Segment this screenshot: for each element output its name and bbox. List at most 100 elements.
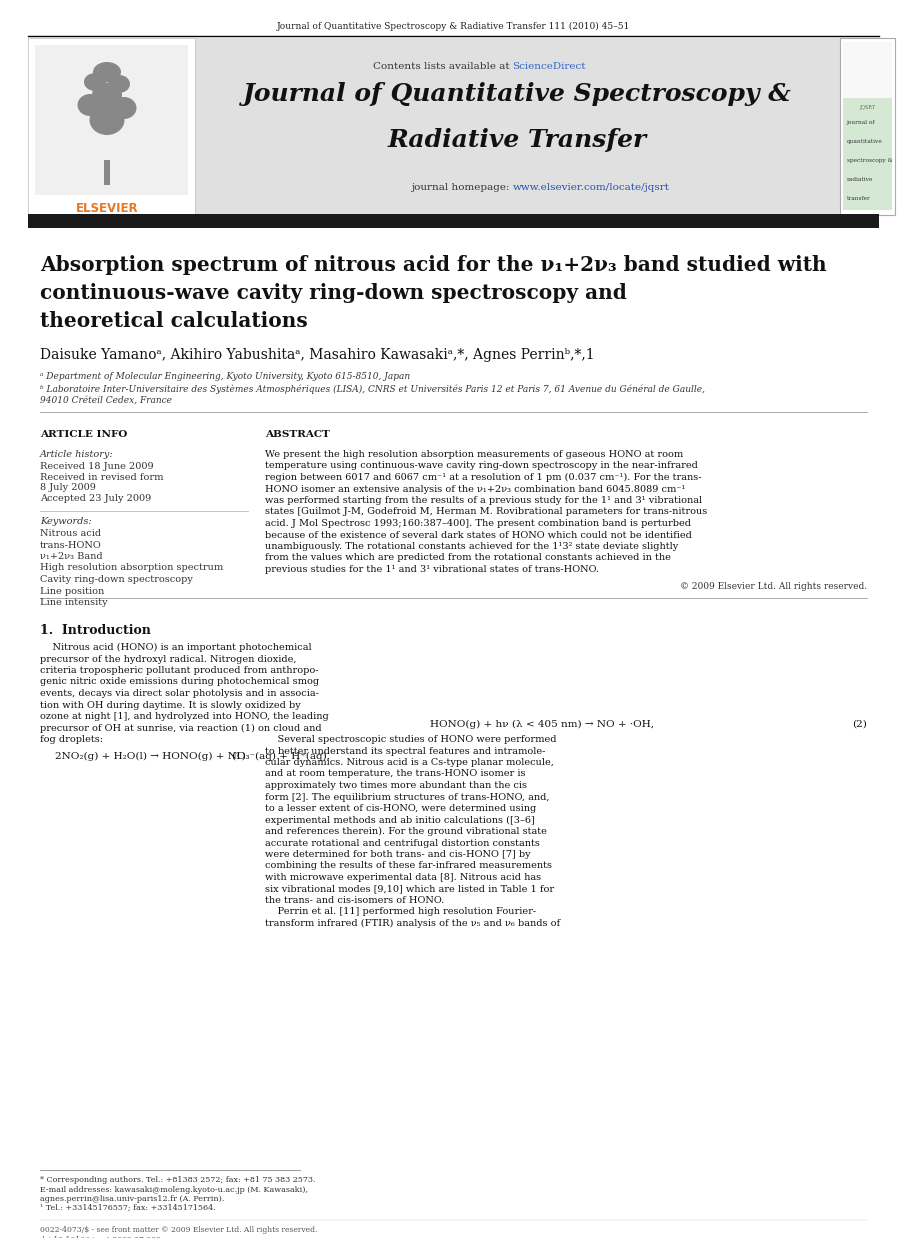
Text: Radiative Transfer: Radiative Transfer	[388, 128, 647, 152]
Text: 0022-4073/$ - see front matter © 2009 Elsevier Ltd. All rights reserved.: 0022-4073/$ - see front matter © 2009 El…	[40, 1226, 317, 1234]
Text: genic nitric oxide emissions during photochemical smog: genic nitric oxide emissions during phot…	[40, 677, 319, 687]
Text: trans-HONO: trans-HONO	[40, 541, 102, 550]
Text: events, decays via direct solar photolysis and in associa-: events, decays via direct solar photolys…	[40, 690, 319, 698]
Text: 2NO₂(g) + H₂O(l) → HONO(g) + NO₃⁻(aq) + H⁺(aq),: 2NO₂(g) + H₂O(l) → HONO(g) + NO₃⁻(aq) + …	[55, 751, 330, 761]
Text: spectroscopy &: spectroscopy &	[847, 158, 892, 163]
Text: quantitative: quantitative	[847, 139, 883, 144]
Text: and references therein). For the ground vibrational state: and references therein). For the ground …	[265, 827, 547, 836]
Text: fog droplets:: fog droplets:	[40, 735, 103, 744]
Text: Absorption spectrum of nitrous acid for the ν₁+2ν₃ band studied with: Absorption spectrum of nitrous acid for …	[40, 255, 826, 275]
Text: JQSRT: JQSRT	[859, 105, 875, 110]
Text: combining the results of these far-infrared measurements: combining the results of these far-infra…	[265, 862, 552, 870]
Text: Line intensity: Line intensity	[40, 598, 108, 607]
Bar	[195, 38, 840, 215]
Text: Cavity ring-down spectroscopy: Cavity ring-down spectroscopy	[40, 574, 193, 584]
Text: radiative: radiative	[847, 177, 873, 182]
Bar	[28, 214, 879, 228]
Text: 8 July 2009: 8 July 2009	[40, 483, 96, 491]
Text: Line position: Line position	[40, 587, 104, 595]
Text: © 2009 Elsevier Ltd. All rights reserved.: © 2009 Elsevier Ltd. All rights reserved…	[680, 582, 867, 591]
Text: were determined for both trans- and cis-HONO [7] by: were determined for both trans- and cis-…	[265, 851, 531, 859]
Text: 1.  Introduction: 1. Introduction	[40, 624, 151, 638]
Text: region between 6017 and 6067 cm⁻¹ at a resolution of 1 pm (0.037 cm⁻¹). For the : region between 6017 and 6067 cm⁻¹ at a r…	[265, 473, 701, 482]
Ellipse shape	[84, 73, 106, 92]
Text: ᵇ Laboratoire Inter-Universitaire des Systèmes Atmosphériques (LISA), CNRS et Un: ᵇ Laboratoire Inter-Universitaire des Sy…	[40, 385, 705, 395]
Bar	[35, 45, 188, 196]
Text: ABSTRACT: ABSTRACT	[265, 430, 330, 439]
Text: Contents lists available at: Contents lists available at	[373, 62, 512, 71]
Text: Journal of Quantitative Spectroscopy & Radiative Transfer 111 (2010) 45–51: Journal of Quantitative Spectroscopy & R…	[277, 22, 630, 31]
Ellipse shape	[108, 76, 130, 93]
Bar	[843, 98, 892, 210]
Text: theoretical calculations: theoretical calculations	[40, 311, 307, 331]
Text: ν₁+2ν₃ Band: ν₁+2ν₃ Band	[40, 552, 102, 561]
Text: experimental methods and ab initio calculations ([3–6]: experimental methods and ab initio calcu…	[265, 816, 535, 825]
Text: tion with OH during daytime. It is slowly oxidized by: tion with OH during daytime. It is slowl…	[40, 701, 301, 709]
Text: acid. J Mol Spectrosc 1993;160:387–400]. The present combination band is perturb: acid. J Mol Spectrosc 1993;160:387–400].…	[265, 519, 691, 527]
Text: Accepted 23 July 2009: Accepted 23 July 2009	[40, 494, 151, 503]
Text: E-mail addresses: kawasaki@moleng.kyoto-u.ac.jp (M. Kawasaki),: E-mail addresses: kawasaki@moleng.kyoto-…	[40, 1186, 308, 1193]
Text: Received 18 June 2009: Received 18 June 2009	[40, 462, 153, 470]
Text: (2): (2)	[852, 721, 867, 729]
Text: unambiguously. The rotational constants achieved for the 1¹3² state deviate slig: unambiguously. The rotational constants …	[265, 542, 678, 551]
Ellipse shape	[90, 105, 124, 135]
Text: doi:10.1016/j.jqsrt.2009.07.009: doi:10.1016/j.jqsrt.2009.07.009	[40, 1236, 161, 1238]
Text: * Corresponding authors. Tel.: +81383 2572; fax: +81 75 383 2573.: * Corresponding authors. Tel.: +81383 25…	[40, 1176, 316, 1184]
Text: because of the existence of several dark states of HONO which could not be ident: because of the existence of several dark…	[265, 531, 692, 540]
Text: from the values which are predicted from the rotational constants achieved in th: from the values which are predicted from…	[265, 553, 671, 562]
Text: ARTICLE INFO: ARTICLE INFO	[40, 430, 127, 439]
Text: ¹ Tel.: +33145176557; fax: +33145171564.: ¹ Tel.: +33145176557; fax: +33145171564.	[40, 1205, 216, 1212]
Text: Journal of Quantitative Spectroscopy &: Journal of Quantitative Spectroscopy &	[243, 82, 792, 106]
Text: continuous-wave cavity ring-down spectroscopy and: continuous-wave cavity ring-down spectro…	[40, 284, 627, 303]
Text: www.elsevier.com/locate/jqsrt: www.elsevier.com/locate/jqsrt	[512, 183, 669, 192]
Text: ScienceDirect: ScienceDirect	[512, 62, 586, 71]
Bar	[104, 160, 110, 184]
Text: cular dynamics. Nitrous acid is a Cs-type planar molecule,: cular dynamics. Nitrous acid is a Cs-typ…	[265, 758, 554, 768]
Ellipse shape	[77, 94, 102, 116]
Text: transform infrared (FTIR) analysis of the ν₅ and ν₆ bands of: transform infrared (FTIR) analysis of th…	[265, 919, 561, 928]
Text: six vibrational modes [9,10] which are listed in Table 1 for: six vibrational modes [9,10] which are l…	[265, 884, 554, 894]
Text: We present the high resolution absorption measurements of gaseous HONO at room: We present the high resolution absorptio…	[265, 449, 683, 459]
Text: ozone at night [1], and hydrolyzed into HONO, the leading: ozone at night [1], and hydrolyzed into …	[40, 712, 328, 721]
Text: accurate rotational and centrifugal distortion constants: accurate rotational and centrifugal dist…	[265, 838, 540, 848]
Text: Nitrous acid: Nitrous acid	[40, 529, 101, 539]
Text: (1): (1)	[231, 751, 246, 761]
Text: form [2]. The equilibrium structures of trans-HONO, and,: form [2]. The equilibrium structures of …	[265, 792, 550, 801]
Text: HONO(g) + hν (λ < 405 nm) → NO + ·OH,: HONO(g) + hν (λ < 405 nm) → NO + ·OH,	[430, 721, 654, 729]
Text: agnes.perrin@lisa.univ-paris12.fr (A. Perrin).: agnes.perrin@lisa.univ-paris12.fr (A. Pe…	[40, 1195, 224, 1203]
Text: Several spectroscopic studies of HONO were performed: Several spectroscopic studies of HONO we…	[265, 735, 557, 744]
Text: Nitrous acid (HONO) is an important photochemical: Nitrous acid (HONO) is an important phot…	[40, 643, 312, 652]
Text: journal homepage:: journal homepage:	[411, 183, 512, 192]
Text: precursor of the hydroxyl radical. Nitrogen dioxide,: precursor of the hydroxyl radical. Nitro…	[40, 655, 297, 664]
Text: HONO isomer an extensive analysis of the ν₁+2ν₃ combination band 6045.8089 cm⁻¹: HONO isomer an extensive analysis of the…	[265, 484, 686, 494]
Text: ELSEVIER: ELSEVIER	[75, 202, 138, 215]
Bar	[840, 38, 895, 215]
Text: previous studies for the 1¹ and 3¹ vibrational states of trans-HONO.: previous studies for the 1¹ and 3¹ vibra…	[265, 565, 599, 574]
Text: states [Guilmot J-M, Godefroid M, Herman M. Rovibrational parameters for trans-n: states [Guilmot J-M, Godefroid M, Herman…	[265, 508, 707, 516]
Text: Daisuke Yamanoᵃ, Akihiro Yabushitaᵃ, Masahiro Kawasakiᵃ,*, Agnes Perrinᵇ,*,1: Daisuke Yamanoᵃ, Akihiro Yabushitaᵃ, Mas…	[40, 348, 595, 361]
Ellipse shape	[92, 83, 122, 108]
Text: transfer: transfer	[847, 196, 871, 201]
Text: to a lesser extent of cis-HONO, were determined using: to a lesser extent of cis-HONO, were det…	[265, 803, 536, 813]
Text: 94010 Créteil Cedex, France: 94010 Créteil Cedex, France	[40, 396, 172, 405]
Text: precursor of OH at sunrise, via reaction (1) on cloud and: precursor of OH at sunrise, via reaction…	[40, 723, 322, 733]
Text: approximately two times more abundant than the cis: approximately two times more abundant th…	[265, 781, 527, 790]
Text: with microwave experimental data [8]. Nitrous acid has: with microwave experimental data [8]. Ni…	[265, 873, 541, 881]
Text: Received in revised form: Received in revised form	[40, 473, 163, 482]
Text: was performed starting from the results of a previous study for the 1¹ and 3¹ vi: was performed starting from the results …	[265, 496, 702, 505]
Text: High resolution absorption spectrum: High resolution absorption spectrum	[40, 563, 223, 572]
Text: criteria tropospheric pollutant produced from anthropo-: criteria tropospheric pollutant produced…	[40, 666, 318, 675]
Bar	[28, 38, 195, 215]
Text: Article history:: Article history:	[40, 449, 113, 459]
Text: journal of: journal of	[847, 120, 875, 125]
Text: the trans- and cis-isomers of HONO.: the trans- and cis-isomers of HONO.	[265, 896, 444, 905]
Text: ᵃ Department of Molecular Engineering, Kyoto University, Kyoto 615-8510, Japan: ᵃ Department of Molecular Engineering, K…	[40, 371, 410, 381]
Text: to better understand its spectral features and intramole-: to better understand its spectral featur…	[265, 747, 545, 755]
Text: Perrin et al. [11] performed high resolution Fourier-: Perrin et al. [11] performed high resolu…	[265, 907, 536, 916]
Text: temperature using continuous-wave cavity ring-down spectroscopy in the near-infr: temperature using continuous-wave cavity…	[265, 462, 697, 470]
Text: Keywords:: Keywords:	[40, 517, 92, 526]
Ellipse shape	[112, 97, 136, 119]
Bar	[843, 42, 892, 100]
Ellipse shape	[93, 62, 121, 82]
Text: and at room temperature, the trans-HONO isomer is: and at room temperature, the trans-HONO …	[265, 770, 525, 779]
